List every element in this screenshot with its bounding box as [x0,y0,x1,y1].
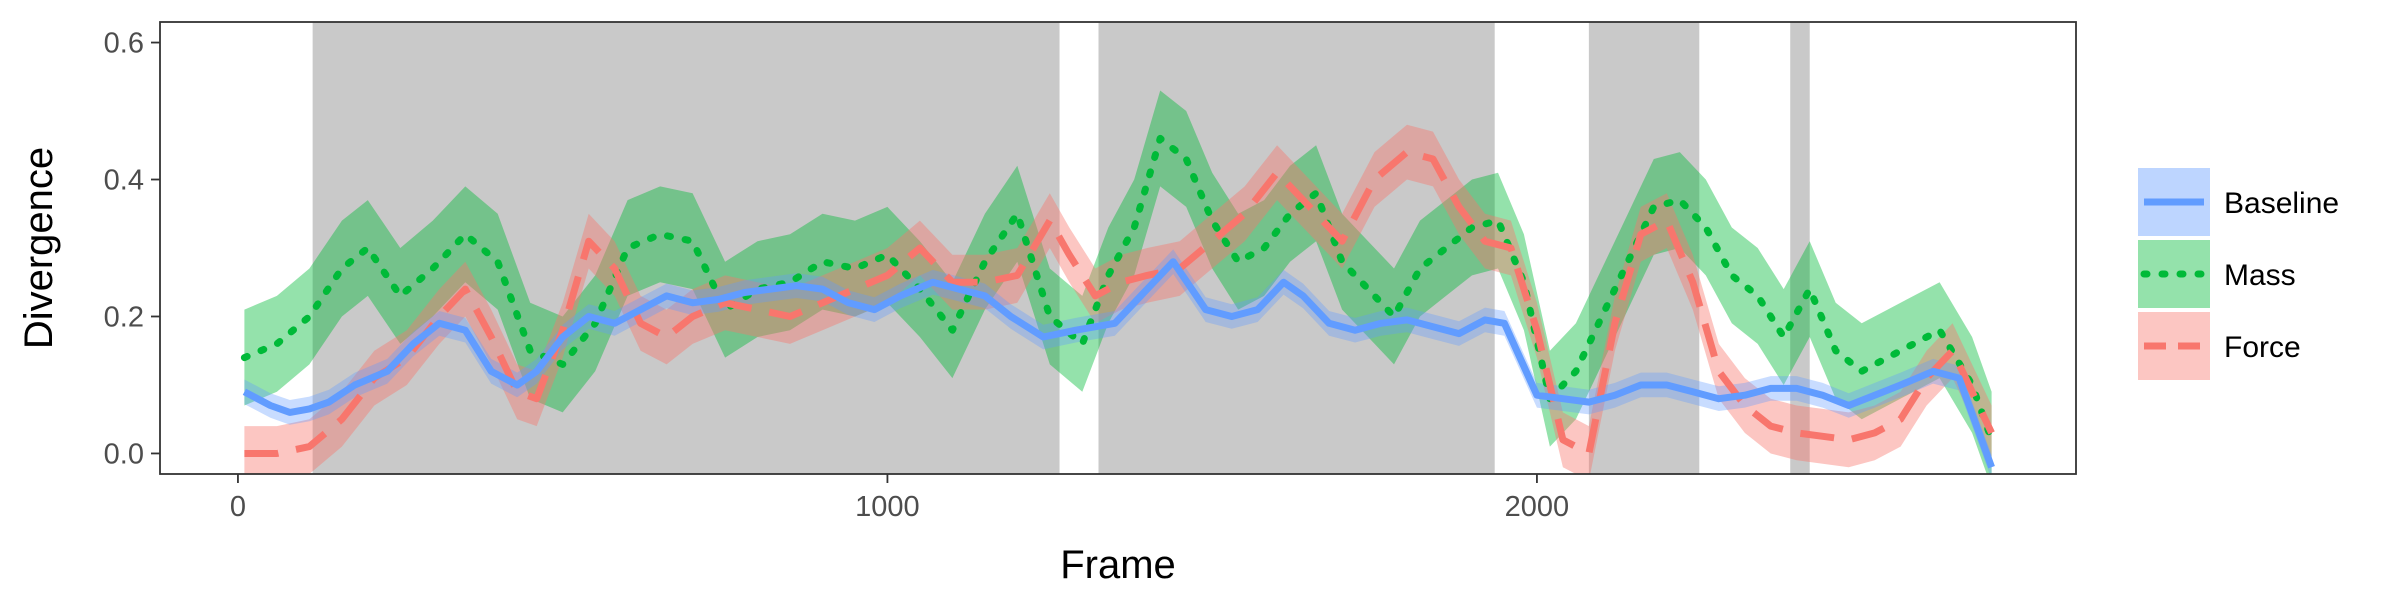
shaded-region-4 [1790,22,1810,474]
shaded-regions [312,22,1810,474]
shaded-region-2 [1098,22,1495,474]
force-band [244,124,1992,474]
y-tick-label-0: 0.0 [104,438,144,470]
x-axis: 0 1000 2000 [230,474,1569,523]
force-line [244,148,1995,457]
y-tick-label-1: 0.2 [104,301,144,333]
x-tick-label-2000: 2000 [1505,491,1570,523]
mass-band [244,90,1992,474]
y-tick-label-2: 0.4 [104,165,144,197]
x-axis-title: Frame [1060,543,1176,587]
legend-label-mass: Mass [2224,259,2296,292]
series-lines [240,134,1996,469]
legend: Baseline Mass Force [2138,168,2339,380]
x-tick-label-1000: 1000 [855,491,920,523]
y-axis-title: Divergence [17,147,61,349]
y-axis: 0.0 0.2 0.4 0.6 [104,28,160,470]
legend-label-baseline: Baseline [2224,187,2339,220]
legend-label-force: Force [2224,331,2301,364]
baseline-band [244,249,1992,474]
baseline-line [242,258,1995,469]
x-tick-label-0: 0 [230,491,246,523]
plot-panel-border [159,21,2077,475]
confidence-bands [244,90,1992,474]
shaded-region-1 [312,22,1060,474]
y-tick-label-3: 0.6 [104,28,144,60]
mass-line [240,134,1996,444]
